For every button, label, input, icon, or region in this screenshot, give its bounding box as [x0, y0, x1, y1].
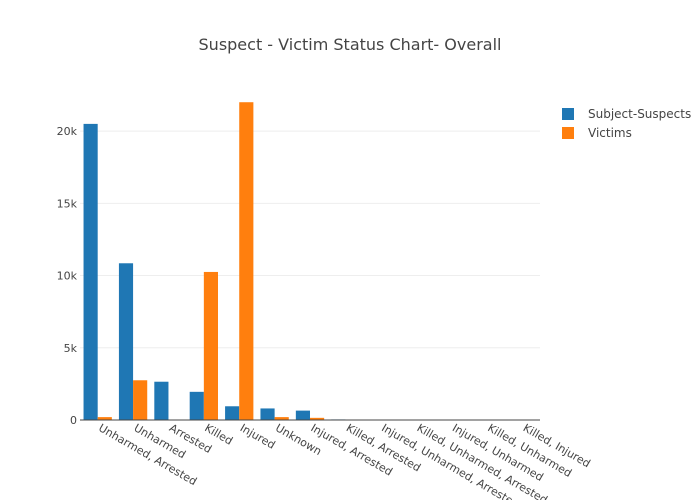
legend-swatch	[562, 127, 574, 139]
y-tick-label: 0	[70, 414, 77, 427]
bar-subject-suspects[interactable]	[295, 410, 310, 420]
bar-subject-suspects[interactable]	[225, 406, 240, 420]
bar-subject-suspects[interactable]	[260, 408, 275, 420]
bar-subject-suspects[interactable]	[189, 391, 204, 420]
x-axis-ticks: Unharmed, ArrestedUnharmedArrestedKilled…	[96, 421, 592, 500]
y-tick-label: 10k	[57, 270, 78, 283]
bar-victims[interactable]	[133, 380, 148, 420]
y-axis-ticks: 0 5k 10k 15k 20k	[57, 125, 78, 427]
legend[interactable]: Subject-Suspects Victims	[562, 107, 691, 140]
grid-lines	[80, 130, 540, 349]
bars	[83, 102, 537, 420]
bar-subject-suspects[interactable]	[83, 123, 98, 420]
chart-title: Suspect - Victim Status Chart- Overall	[199, 35, 502, 54]
bar-victims[interactable]	[274, 417, 289, 420]
bar-victims[interactable]	[97, 417, 112, 420]
legend-label: Victims	[588, 126, 632, 140]
legend-swatch	[562, 108, 574, 120]
x-tick-label: Injured	[238, 421, 278, 451]
bar-subject-suspects[interactable]	[154, 381, 169, 420]
y-tick-label: 5k	[64, 342, 78, 355]
y-tick-label: 15k	[57, 197, 78, 210]
legend-item[interactable]: Subject-Suspects	[562, 107, 691, 121]
bar-victims[interactable]	[310, 417, 325, 420]
bar-subject-suspects[interactable]	[118, 263, 134, 420]
bar-victims[interactable]	[203, 271, 218, 420]
bar-victims[interactable]	[239, 102, 254, 420]
legend-item[interactable]: Victims	[562, 126, 632, 140]
y-tick-label: 20k	[57, 125, 78, 138]
legend-label: Subject-Suspects	[588, 107, 691, 121]
